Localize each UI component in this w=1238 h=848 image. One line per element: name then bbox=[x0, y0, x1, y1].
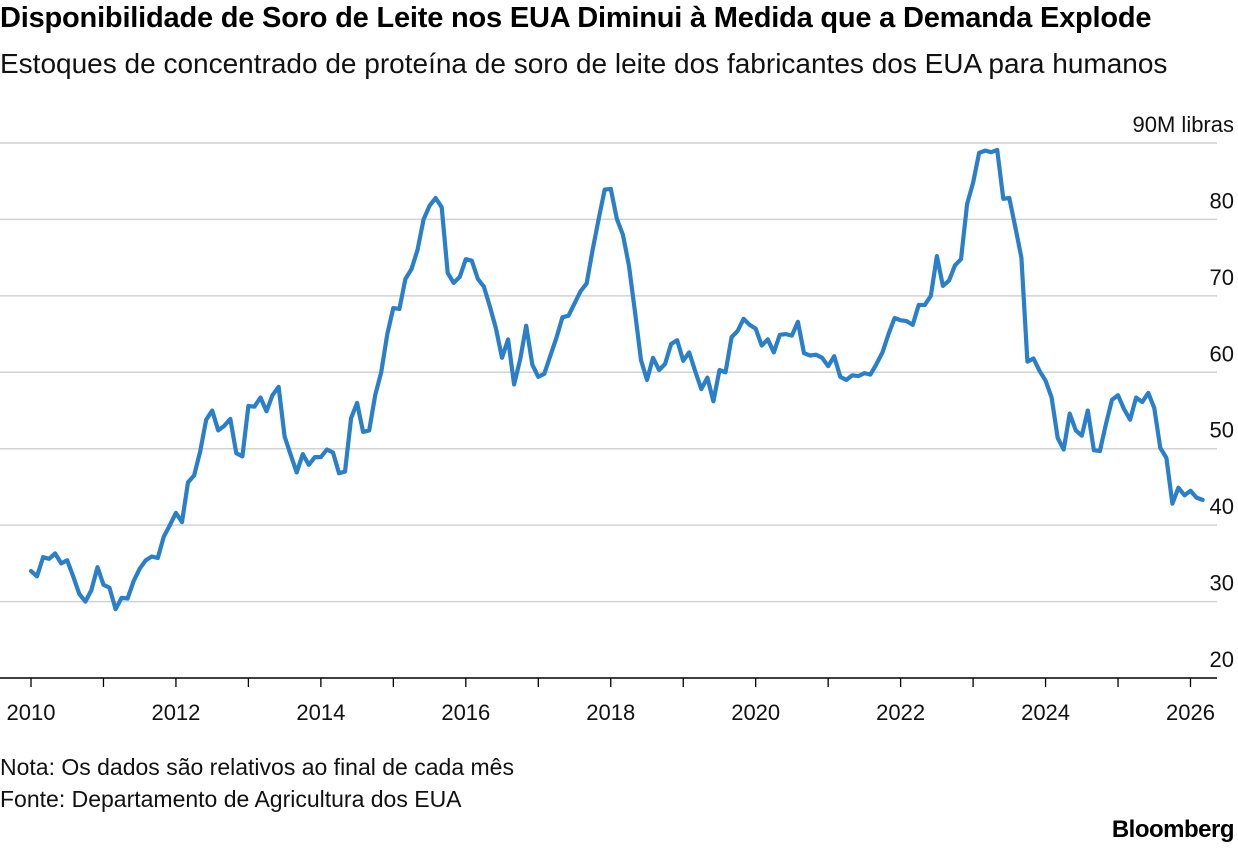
chart-subtitle: Estoques de concentrado de proteína de s… bbox=[0, 48, 1168, 79]
chart-title: Disponibilidade de Soro de Leite nos EUA… bbox=[0, 2, 1152, 34]
y-tick-label-50: 50 bbox=[1210, 418, 1234, 443]
x-tick-label-2010: 2010 bbox=[7, 700, 56, 725]
x-tick-label-2012: 2012 bbox=[151, 700, 200, 725]
gridlines bbox=[0, 142, 1217, 603]
y-tick-label-70: 70 bbox=[1210, 265, 1234, 290]
series-line-0 bbox=[28, 147, 1205, 612]
y-tick-label-80: 80 bbox=[1210, 188, 1234, 213]
x-tick-label-2016: 2016 bbox=[441, 700, 490, 725]
x-tick-label-2022: 2022 bbox=[876, 700, 925, 725]
y-tick-label-30: 30 bbox=[1210, 571, 1234, 596]
series-group bbox=[28, 147, 1205, 612]
x-tick-label-2024: 2024 bbox=[1021, 700, 1070, 725]
x-tick-label-2014: 2014 bbox=[296, 700, 345, 725]
x-tick-label-2020: 2020 bbox=[731, 700, 780, 725]
x-axis: 2010 2012 2014 2016 2018 2020 2022 2024 2026 bbox=[0, 677, 1217, 725]
chart-note: Nota: Os dados são relativos ao final de… bbox=[0, 754, 514, 780]
y-axis-tick-labels: 90M libras 80 70 60 50 40 30 20 bbox=[1133, 112, 1234, 672]
x-tick-label-2018: 2018 bbox=[586, 700, 635, 725]
y-tick-label-40: 40 bbox=[1210, 494, 1234, 519]
chart-source: Fonte: Departamento de Agricultura dos E… bbox=[0, 786, 462, 812]
y-tick-label-60: 60 bbox=[1210, 341, 1234, 366]
x-tick-label-2026: 2026 bbox=[1166, 700, 1215, 725]
bloomberg-logo: Bloomberg bbox=[1111, 816, 1235, 843]
y-tick-label-90: 90M libras bbox=[1133, 112, 1234, 137]
y-tick-label-20: 20 bbox=[1210, 647, 1234, 672]
